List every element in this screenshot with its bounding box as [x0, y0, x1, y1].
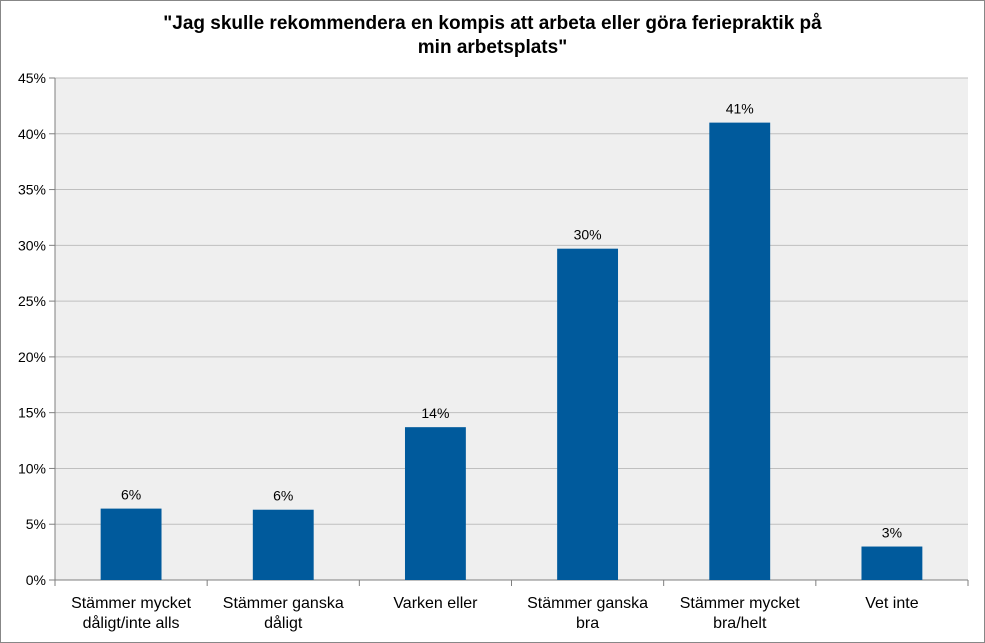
x-category-label: Stämmer mycket	[680, 595, 801, 612]
x-category-label: Vet inte	[865, 595, 918, 612]
y-tick-label: 30%	[18, 237, 46, 253]
chart-title-line-2: min arbetsplats"	[417, 37, 568, 58]
data-label: 41%	[726, 101, 754, 117]
bar	[252, 509, 314, 580]
labels: 0% 5% 10% 15% 20% 25% 30% 35% 40% 45% 6% Stämmer my…	[18, 70, 919, 632]
y-tick-label: 45%	[18, 70, 46, 86]
x-category-label: dåligt/inte alls	[83, 614, 180, 632]
data-label: 6%	[121, 487, 141, 503]
plot-area	[55, 78, 968, 580]
y-tick-label: 35%	[18, 182, 46, 198]
x-category-label: Varken eller	[393, 595, 478, 612]
y-tick-label: 20%	[18, 349, 46, 365]
data-label: 6%	[273, 488, 293, 504]
x-category-label: Stämmer mycket	[71, 595, 192, 612]
y-tick-label: 15%	[18, 405, 46, 421]
y-tick-label: 0%	[26, 572, 46, 588]
x-category-label: dåligt	[264, 614, 303, 632]
chart-title-line-1: "Jag skulle rekommendera en kompis att a…	[163, 13, 822, 34]
y-tick-label: 10%	[18, 460, 46, 476]
data-label: 30%	[574, 227, 602, 243]
axes	[49, 77, 969, 586]
chart-title: "Jag skulle rekommendera en kompis att a…	[0, 12, 985, 60]
bars	[100, 122, 923, 580]
x-category-label: Stämmer ganska	[527, 595, 648, 612]
x-category-label: Stämmer ganska	[223, 595, 344, 612]
bar	[100, 508, 162, 580]
bar	[861, 546, 923, 580]
bar	[557, 248, 619, 580]
x-category-label: bra	[576, 615, 599, 632]
bar	[709, 122, 771, 580]
gridlines	[55, 77, 968, 525]
y-tick-label: 5%	[26, 516, 46, 532]
y-tick-label: 25%	[18, 293, 46, 309]
y-tick-label: 40%	[18, 126, 46, 142]
bar	[404, 427, 466, 580]
data-label: 14%	[421, 405, 449, 421]
data-label: 3%	[882, 525, 902, 541]
x-category-label: bra/helt	[713, 615, 767, 632]
